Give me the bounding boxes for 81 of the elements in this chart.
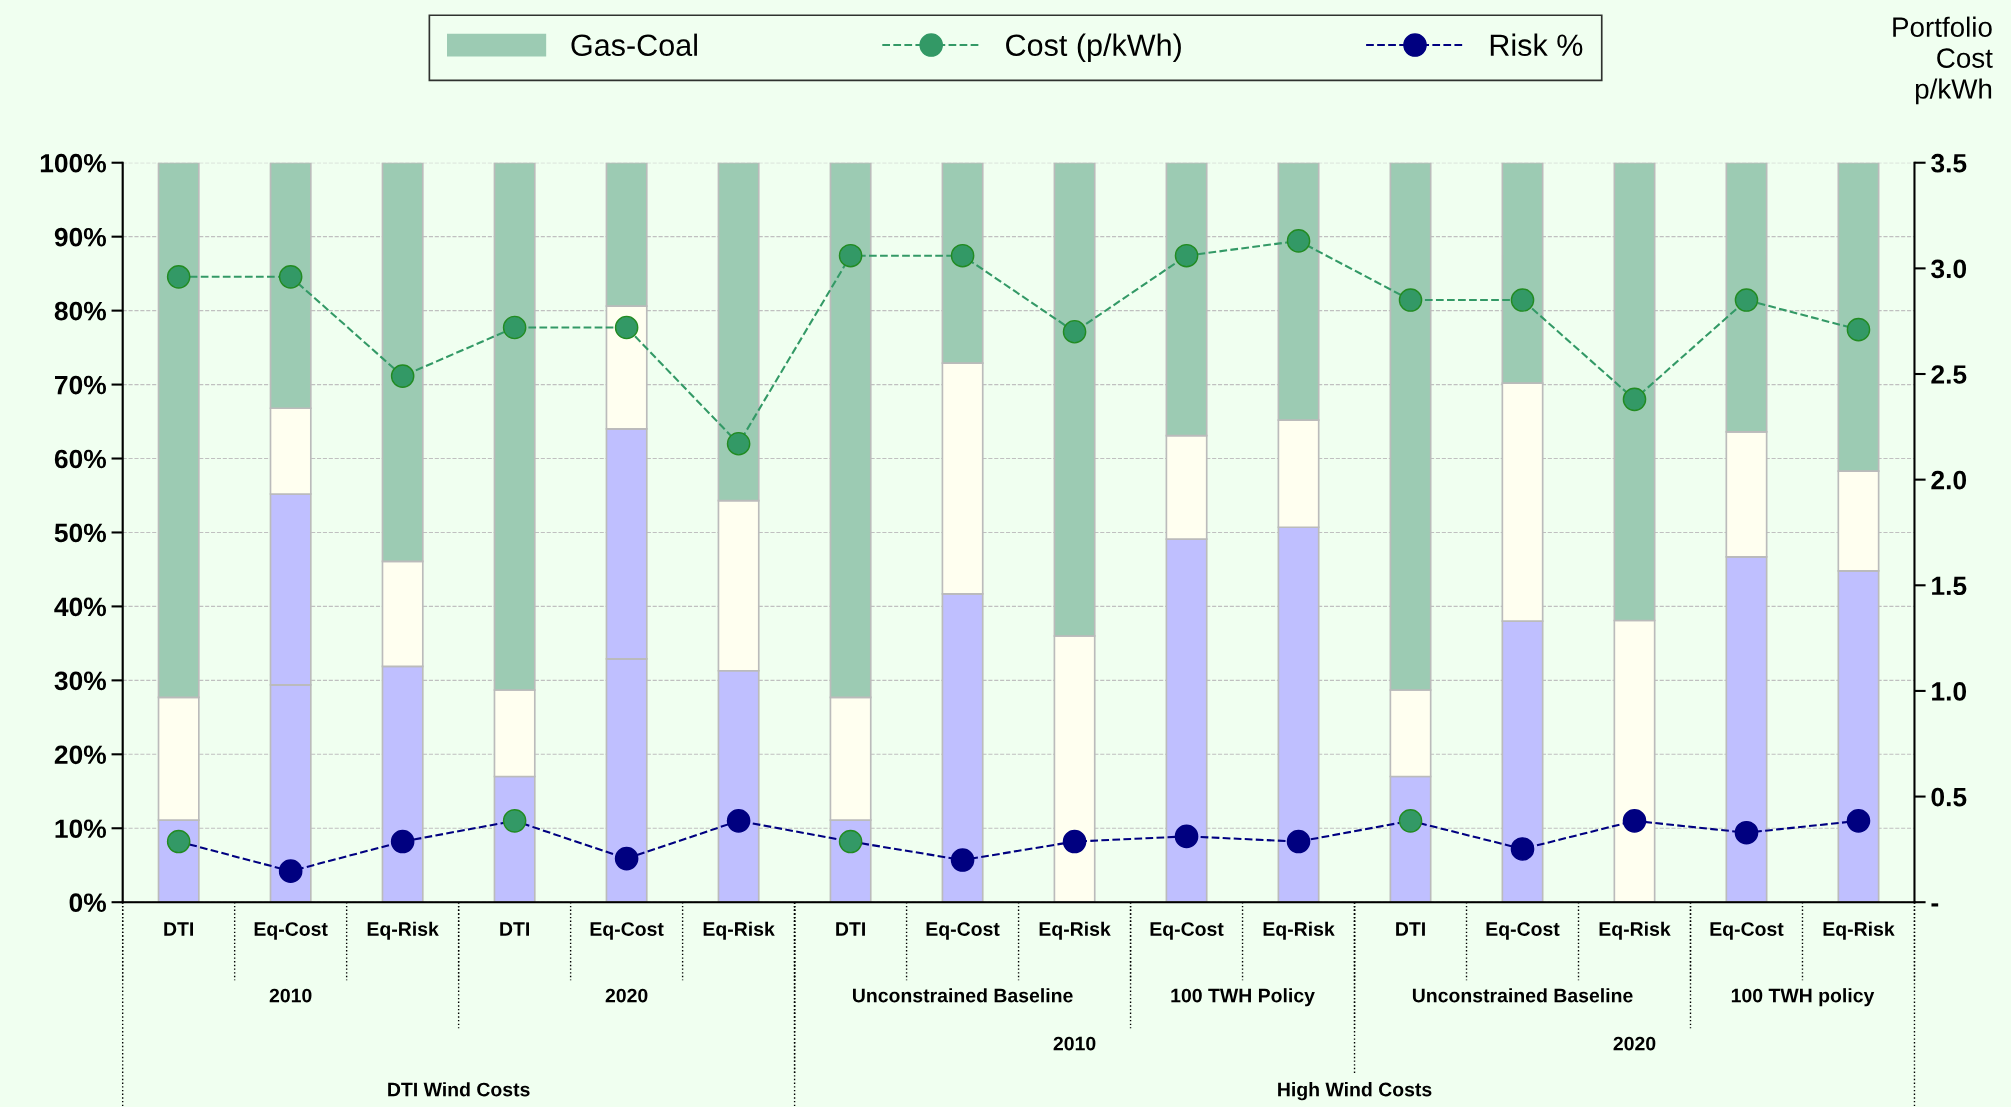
x-tick-label: Eq-Risk [703, 921, 775, 940]
y-tick-label: 100% [40, 153, 107, 173]
point [1846, 317, 1871, 342]
point [166, 829, 191, 854]
point [614, 846, 639, 871]
point [278, 859, 303, 883]
point [614, 315, 639, 340]
x-tick-label: Eq-Cost [590, 922, 664, 940]
y-tick-label: 20% [54, 745, 107, 765]
y2-tick-label: 1.0 [1932, 682, 1967, 701]
y-tick-label: 70% [55, 375, 107, 395]
x-tick-label: DTI [164, 922, 194, 936]
x-tick-label: Eq-Cost [254, 922, 328, 940]
point [726, 431, 751, 456]
point [950, 848, 975, 872]
y2-tick-label: 1.5 [1932, 576, 1967, 596]
x-tick-label: Eq-Risk [1823, 921, 1895, 940]
point [1510, 837, 1535, 861]
point [1062, 829, 1087, 854]
point [1734, 820, 1759, 845]
y-tick-label: 10% [55, 819, 107, 839]
x-tick-label: DTI [500, 922, 529, 936]
y-tick-label: 0% [69, 893, 106, 913]
y2-tick-label: 3.5 [1931, 153, 1967, 173]
x-tick-label: DTI [1396, 922, 1425, 936]
point [166, 265, 191, 289]
x-tick-label: DTI [836, 922, 865, 936]
point [1846, 809, 1871, 833]
point [1510, 288, 1535, 312]
point [1734, 288, 1759, 312]
x-tick-label: Eq-Cost [1150, 922, 1224, 940]
text: DTI Wind Costs [388, 1082, 530, 1097]
x-tick-label: Eq-Cost [926, 922, 1000, 940]
legend-label: Gas-Coal [571, 33, 697, 57]
y-tick-label: 40% [54, 597, 107, 617]
text: 100 TWH policy [1731, 988, 1875, 1007]
point [950, 243, 975, 268]
x-tick-label: Eq-Risk [367, 921, 439, 940]
text: Unconstrained Baseline [1412, 988, 1633, 1003]
text: Unconstrained Baseline [853, 988, 1073, 1003]
y2-tick-label: 3.0 [1931, 259, 1967, 279]
point [390, 364, 415, 388]
point [1286, 229, 1311, 253]
y-tick-label: 60% [54, 449, 107, 469]
text: High Wind Costs [1278, 1082, 1432, 1101]
y2-tick-label: 2.0 [1931, 470, 1967, 490]
x-tick-label: Eq-Cost [1486, 922, 1560, 940]
point [1398, 809, 1423, 833]
point [502, 315, 527, 340]
legend-label: Risk % [1490, 33, 1583, 57]
text: 100 TWH Policy [1171, 988, 1315, 1007]
text: 2010 [1053, 1036, 1096, 1051]
y2-tick-label: 0.5 [1931, 787, 1967, 807]
y-tick-label: 30% [54, 671, 107, 691]
point [1622, 387, 1647, 412]
y2-axis-title: Portfolio Cost p/kWh [1893, 16, 1993, 105]
legend-label: Cost (p/kWh) [1006, 33, 1181, 63]
point [278, 265, 303, 289]
point [726, 809, 751, 833]
point [1622, 809, 1647, 833]
point [502, 809, 527, 833]
text: 2020 [1613, 1036, 1656, 1051]
point [1174, 824, 1199, 849]
x-tick-label: Eq-Cost [1710, 922, 1784, 940]
point [390, 829, 415, 854]
point [1398, 288, 1423, 312]
x-tick-label: Eq-Risk [1039, 921, 1111, 940]
text: 2020 [605, 988, 648, 1003]
y-tick-label: 90% [54, 227, 107, 247]
y-tick-label: 80% [54, 301, 107, 321]
y-tick-label: 50% [54, 523, 107, 543]
point [1062, 319, 1087, 344]
point [1174, 243, 1199, 268]
point [1286, 829, 1311, 854]
x-tick-label: Eq-Risk [1599, 921, 1671, 940]
y2-tick-label: 2.5 [1931, 365, 1967, 384]
text: 2010 [269, 988, 312, 1003]
y2-tick-label: - [1931, 903, 1939, 907]
x-tick-label: Eq-Risk [1263, 921, 1335, 940]
point [838, 829, 863, 854]
point [838, 243, 863, 268]
